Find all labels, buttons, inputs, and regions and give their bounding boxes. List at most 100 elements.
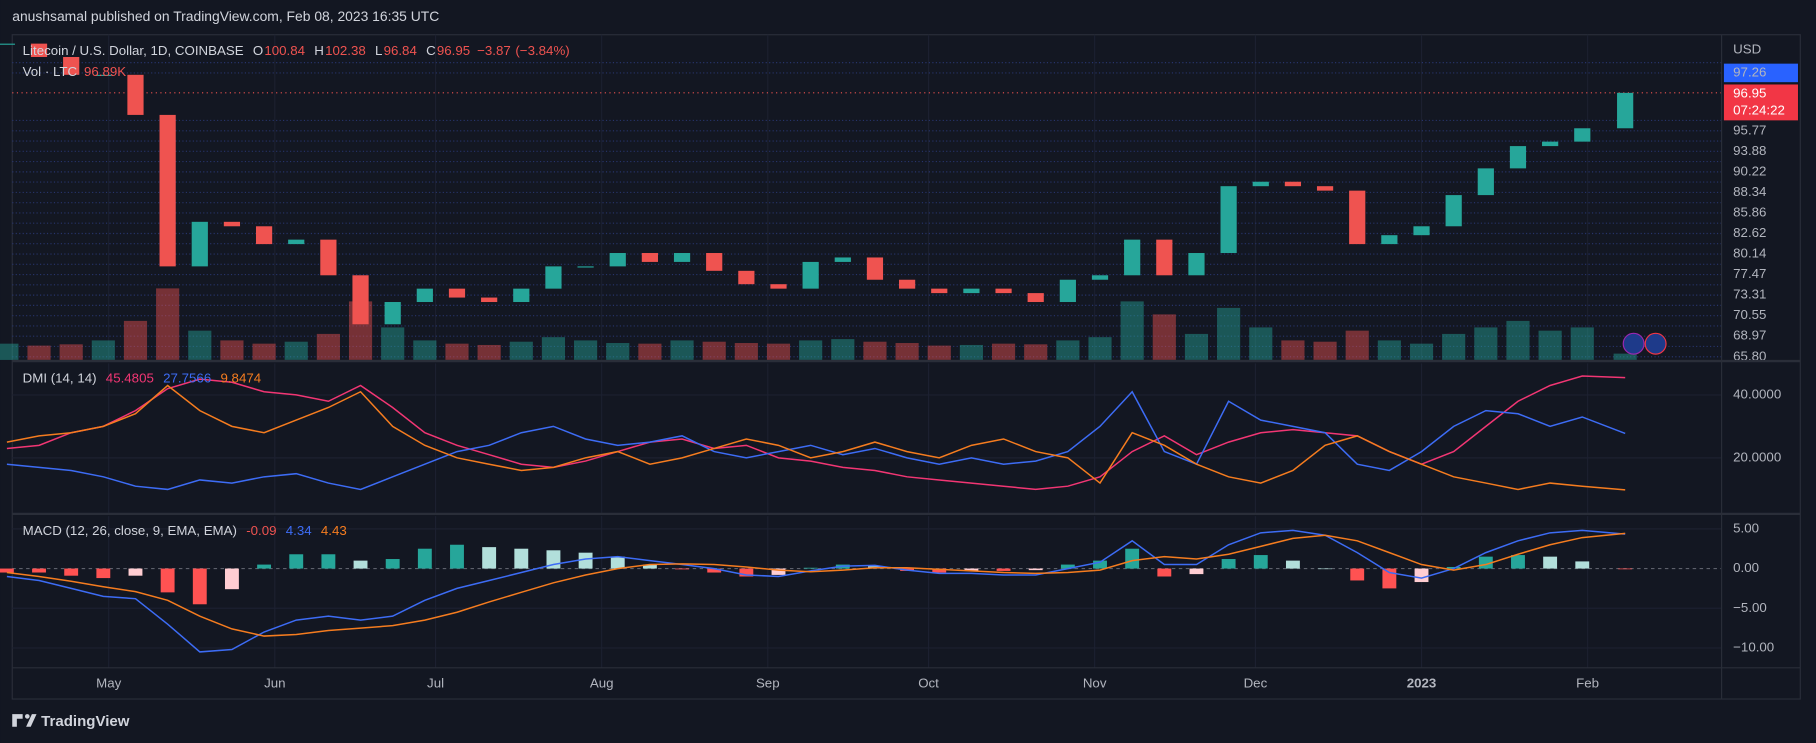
histogram-bar bbox=[739, 568, 754, 577]
volume-bar bbox=[1570, 327, 1594, 360]
volume-bar bbox=[1184, 333, 1209, 360]
histogram-bar bbox=[1618, 568, 1633, 570]
candle-body bbox=[223, 221, 241, 227]
candle-body bbox=[159, 114, 176, 267]
publisher: anushsamal published on TradingView.com,… bbox=[12, 8, 439, 24]
volume-bar bbox=[509, 341, 533, 360]
candle-body bbox=[1542, 141, 1559, 147]
y-tick-label: 0.00 bbox=[1733, 560, 1759, 575]
candle-body bbox=[1059, 279, 1076, 303]
candle-body bbox=[320, 239, 337, 276]
candle-body bbox=[899, 279, 916, 289]
candle-body bbox=[1316, 186, 1334, 191]
price-scale-label: 68.97 bbox=[1733, 328, 1766, 343]
histogram-bar bbox=[482, 547, 497, 569]
candle-body bbox=[416, 288, 433, 303]
volume-bar bbox=[991, 343, 1016, 360]
candle-body bbox=[1413, 226, 1430, 236]
histogram-bar bbox=[1060, 564, 1075, 569]
histogram-bar bbox=[1285, 560, 1300, 569]
candle-body bbox=[1509, 146, 1527, 169]
histogram-bar bbox=[128, 568, 143, 576]
volume-bar bbox=[284, 341, 308, 360]
logo-dot bbox=[24, 714, 30, 719]
candle-body bbox=[513, 288, 530, 303]
x-tick-label: Nov bbox=[1083, 675, 1107, 690]
price-scale-label: 90.22 bbox=[1733, 163, 1766, 178]
histogram-bar bbox=[224, 568, 239, 590]
legend: DMI (14, 14) 45.4805 27.7566 9.8474 bbox=[23, 370, 262, 385]
x-tick-label: Oct bbox=[918, 675, 939, 690]
histogram-bar bbox=[32, 568, 46, 573]
indicator-value: 4.43 bbox=[321, 523, 347, 538]
candle-body bbox=[963, 288, 980, 294]
candle-body bbox=[1381, 235, 1398, 245]
candle-body bbox=[352, 275, 369, 325]
histogram-bar bbox=[578, 552, 593, 569]
volume-bar bbox=[316, 333, 340, 360]
candle-body bbox=[1349, 190, 1366, 245]
price-scale-label: 82.62 bbox=[1733, 225, 1766, 240]
histogram-bar bbox=[450, 544, 464, 569]
indicator-line bbox=[6, 390, 1626, 491]
legend: MACD (12, 26, close, 9, EMA, EMA) -0.09 4.… bbox=[23, 523, 347, 538]
ohlc-value: 100.84 bbox=[264, 42, 305, 57]
price-scale-label: 80.14 bbox=[1733, 246, 1766, 261]
price-scale-label: 88.34 bbox=[1733, 184, 1766, 199]
candle-body bbox=[127, 74, 144, 115]
ohlc-value: 102.38 bbox=[325, 42, 366, 57]
histogram-bar bbox=[385, 559, 400, 569]
candle-body bbox=[609, 253, 626, 267]
histogram-bar bbox=[257, 564, 272, 569]
x-tick-label: Jun bbox=[264, 675, 285, 690]
candle-body bbox=[1252, 181, 1269, 187]
volume-bar bbox=[27, 345, 51, 360]
histogram-bar bbox=[1318, 568, 1333, 570]
histogram-bar bbox=[192, 568, 207, 605]
volume-bar bbox=[895, 343, 919, 360]
x-tick-label: May bbox=[96, 675, 121, 690]
histogram-bar bbox=[353, 560, 368, 569]
candle-body bbox=[1477, 168, 1494, 196]
price-scale-label: 93.88 bbox=[1733, 143, 1766, 158]
x-tick-label: 2023 bbox=[1407, 675, 1437, 690]
last-price-tag bbox=[1723, 84, 1798, 121]
indicator-line bbox=[6, 375, 1626, 491]
volume-name: Vol · LTC bbox=[23, 63, 78, 78]
volume-bar bbox=[123, 320, 148, 360]
change-pct: (−3.84%) bbox=[515, 42, 569, 57]
candle-body bbox=[770, 284, 787, 289]
volume-bar bbox=[638, 343, 662, 360]
volume-bar bbox=[1313, 341, 1337, 360]
histogram-bar bbox=[1189, 568, 1204, 575]
volume-bar bbox=[381, 327, 405, 360]
y-tick-label: 5.00 bbox=[1733, 520, 1759, 535]
volume-bar bbox=[1056, 340, 1080, 360]
y-tick-label: 20.0000 bbox=[1733, 449, 1781, 464]
volume-bar bbox=[220, 340, 244, 360]
volume-bar bbox=[1442, 333, 1466, 360]
histogram-bar bbox=[1543, 556, 1558, 569]
ohlc-value: 96.95 bbox=[437, 42, 470, 57]
y-tick-label: −5.00 bbox=[1733, 600, 1767, 615]
indicator-value: 4.34 bbox=[286, 523, 312, 538]
volume-bar bbox=[702, 341, 726, 360]
title: DMI (14, 14) bbox=[23, 370, 97, 385]
volume-bar bbox=[863, 341, 887, 360]
histogram-bar bbox=[1125, 548, 1140, 569]
histogram-bar bbox=[0, 568, 14, 573]
x-tick-label: Jul bbox=[427, 675, 444, 690]
histogram-bar bbox=[289, 554, 304, 569]
volume-bar bbox=[0, 343, 19, 360]
price-scale-label: 85.86 bbox=[1733, 204, 1766, 219]
histogram-bar bbox=[417, 548, 432, 569]
candle-body bbox=[641, 253, 658, 262]
candle-body bbox=[995, 288, 1012, 294]
candle-body bbox=[448, 288, 466, 298]
legend: Vol · LTC 96.89K bbox=[23, 63, 127, 78]
y-tick-label: −10.00 bbox=[1733, 639, 1774, 654]
x-tick-label: Aug bbox=[590, 675, 614, 690]
volume-bar bbox=[1281, 340, 1305, 360]
indicator-value: 9.8474 bbox=[220, 370, 261, 385]
